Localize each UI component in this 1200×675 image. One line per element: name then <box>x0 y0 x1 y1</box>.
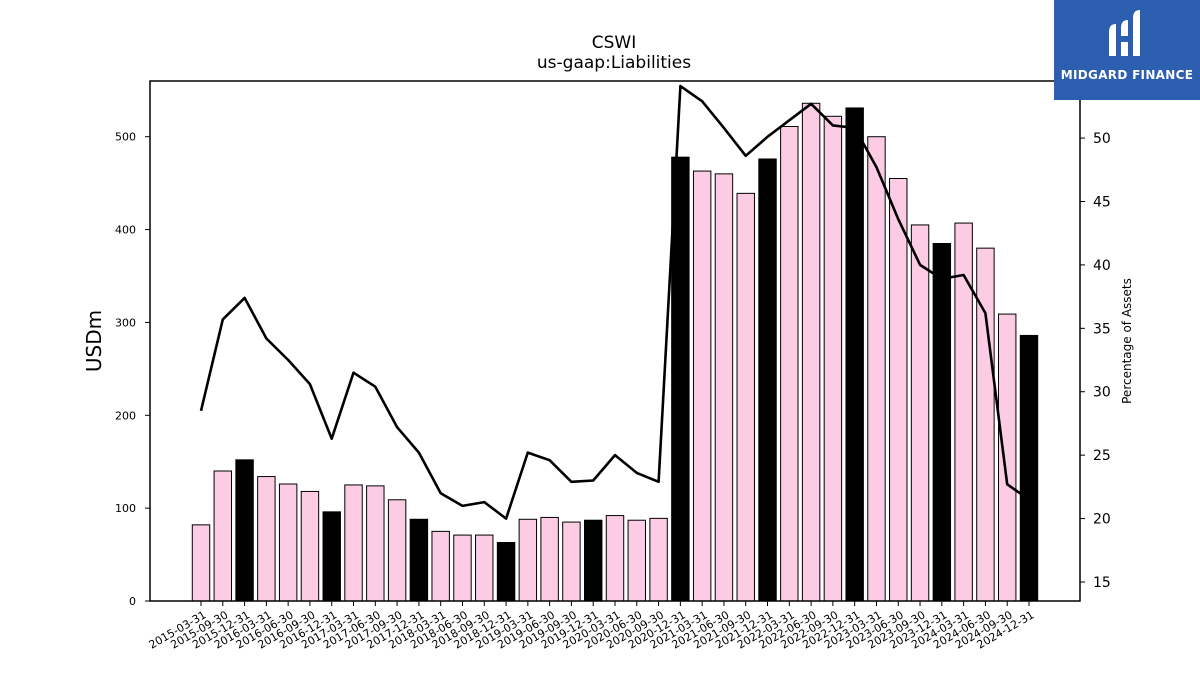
bar <box>344 484 363 602</box>
bar <box>475 534 494 602</box>
bar <box>823 115 843 602</box>
bar <box>649 517 668 602</box>
y-tick-label: 200 <box>115 409 136 422</box>
bar <box>300 490 320 602</box>
bar <box>671 156 690 602</box>
y2-tick-label: 50 <box>1093 131 1111 147</box>
bar <box>322 511 341 602</box>
bar <box>714 173 734 602</box>
y2-tick-label: 40 <box>1093 258 1111 274</box>
bar <box>867 136 886 602</box>
bar <box>257 476 276 602</box>
bar <box>932 243 952 602</box>
y2-tick-label: 35 <box>1093 321 1111 337</box>
y-tick-label: 0 <box>129 595 136 608</box>
bar <box>1019 334 1039 602</box>
bar <box>605 515 625 602</box>
bar <box>518 518 538 602</box>
axes-group: 010020030040050015202530354045502015-03-… <box>115 80 1111 652</box>
bar <box>910 224 930 602</box>
y2-tick-label: 25 <box>1093 448 1111 464</box>
bar <box>540 516 559 602</box>
bar <box>758 158 777 602</box>
y-axis-label: USDm <box>82 310 106 372</box>
bar <box>997 313 1017 602</box>
bars-group <box>191 102 1039 602</box>
bar <box>780 126 799 602</box>
brand-logo: MIDGARD FINANCE <box>1054 0 1200 100</box>
line-group <box>199 84 1030 520</box>
bar <box>954 222 973 602</box>
bar <box>191 524 211 602</box>
bar <box>453 534 472 602</box>
bar <box>845 107 864 602</box>
y-tick-label: 500 <box>115 131 136 144</box>
series-line <box>199 84 1030 520</box>
chart-title: CSWI <box>592 33 636 53</box>
y2-axis-label: Percentage of Assets <box>1120 278 1134 404</box>
y-tick-label: 400 <box>115 224 136 237</box>
bar <box>736 192 755 602</box>
bar <box>692 170 712 602</box>
bar <box>562 521 581 602</box>
bar <box>278 483 298 602</box>
y2-tick-label: 30 <box>1093 385 1111 401</box>
y2-tick-label: 15 <box>1093 575 1111 591</box>
chart-subtitle: us-gaap:Liabilities <box>537 53 691 73</box>
bar <box>235 459 254 602</box>
bar <box>213 470 233 602</box>
brand-name: MIDGARD FINANCE <box>1060 68 1194 82</box>
y-tick-label: 100 <box>115 502 136 515</box>
bar <box>627 519 647 602</box>
bar <box>431 530 450 602</box>
bar <box>496 542 516 602</box>
bar <box>366 485 385 602</box>
y-tick-label: 300 <box>115 316 136 329</box>
bar <box>889 178 908 602</box>
y2-tick-label: 45 <box>1093 194 1111 210</box>
bar <box>409 518 429 602</box>
midgard-logo-icon <box>1109 10 1140 56</box>
bar <box>387 499 407 602</box>
bar <box>801 102 821 602</box>
y2-tick-label: 20 <box>1093 512 1111 528</box>
bar <box>583 519 603 602</box>
